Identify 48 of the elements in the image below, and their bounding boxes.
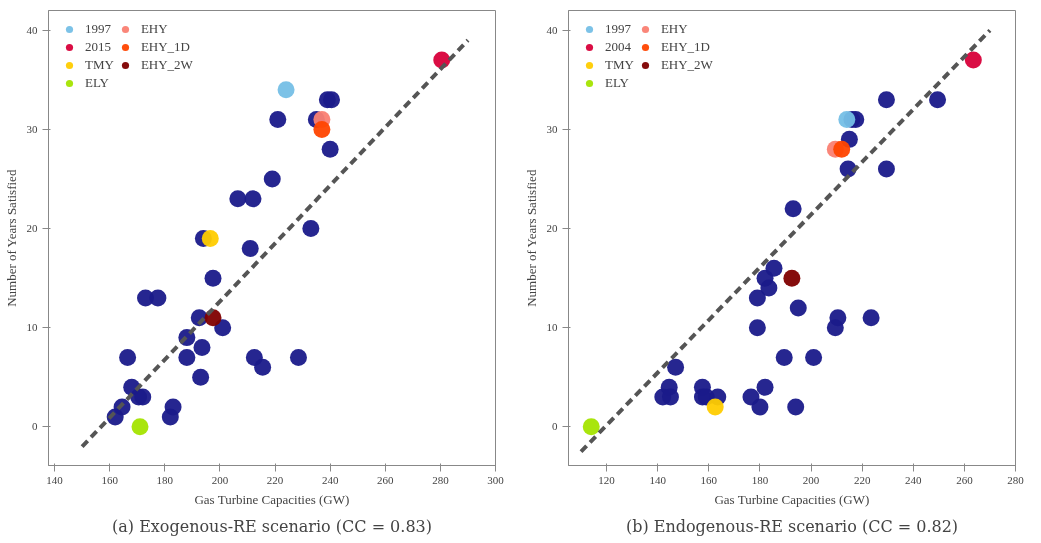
legend-label: EHY_2W [660,56,713,74]
legend-label: EHY_2W [140,56,193,74]
x-tick-label: 300 [487,473,505,486]
x-tick-label: 140 [46,473,64,486]
legend-label: ELY [605,74,629,92]
x-axis-title: Gas Turbine Capacities (GW) [714,491,870,507]
legend-label: 1997 [85,20,111,38]
x-tick-label: 220 [853,473,871,486]
x-tick-label: 280 [432,473,450,486]
legend-label: EHY [660,20,688,38]
text: (b) Endogenous-RE scenario (CC = 0.82) [625,516,959,536]
x-tick-label: 180 [156,473,174,486]
x-tick-label: 240 [905,473,923,486]
y-tick-label: 30 [546,122,558,135]
x-tick-label: 200 [802,473,820,486]
x-tick-label: 180 [751,473,769,486]
text: (a) Exogenous-RE scenario (CC = 0.83) [112,516,432,536]
x-tick-label: 160 [101,473,119,486]
y-axis-title: Number of Years Satisfied [3,169,19,307]
y-tick-label: 30 [26,122,38,135]
x-tick-label: 280 [1007,473,1025,486]
x-tick-label: 200 [211,473,229,486]
y-tick-label: 10 [546,321,558,334]
legend-label: ELY [85,74,109,92]
legend-label: TMY [605,56,634,74]
x-tick-label: 120 [598,473,616,486]
y-tick-label: 40 [26,23,38,36]
x-tick-label: 260 [956,473,974,486]
legend-label: EHY [140,20,168,38]
y-tick-label: 20 [26,222,38,235]
legend-label: TMY [85,56,114,74]
y-tick-label: 40 [546,23,558,36]
legend-label: 2015 [85,38,111,56]
x-tick-label: 260 [377,473,395,486]
x-tick-label: 140 [649,473,667,486]
y-tick-label: 0 [552,420,558,433]
x-tick-label: 220 [266,473,284,486]
x-axis-title: Gas Turbine Capacities (GW) [194,491,350,507]
x-tick-label: 160 [700,473,718,486]
y-axis-title: Number of Years Satisfied [523,169,539,307]
legend-label: EHY_1D [660,38,710,56]
legend-label: EHY_1D [140,38,190,56]
y-tick-label: 10 [26,321,38,334]
y-tick-label: 0 [32,420,38,433]
y-tick-label: 20 [546,222,558,235]
x-tick-label: 240 [321,473,339,486]
legend-label: 1997 [605,20,631,38]
legend-label: 2004 [605,38,631,56]
